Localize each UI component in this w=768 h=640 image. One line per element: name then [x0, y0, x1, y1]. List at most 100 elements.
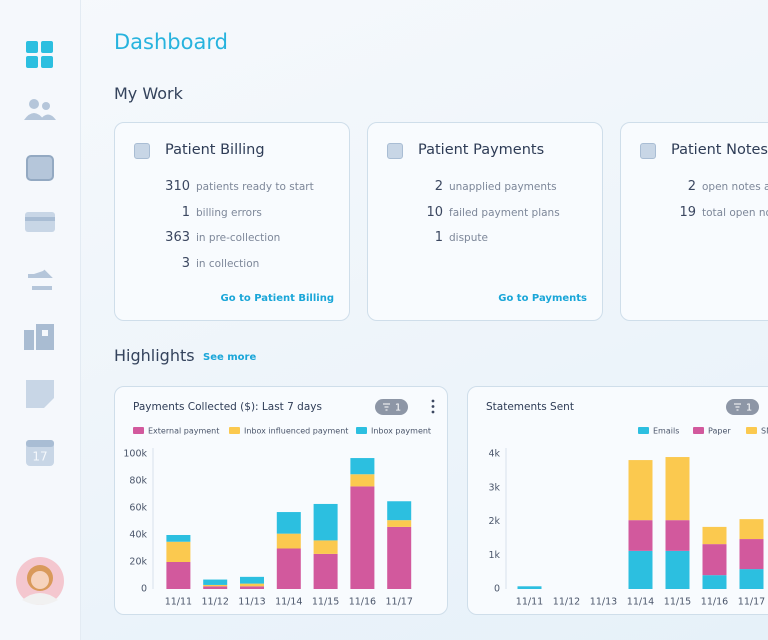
bar-segment: [313, 503, 338, 541]
item-label: total open no: [702, 206, 768, 219]
x-tick-label: 11/17: [738, 597, 765, 608]
item-count: 3: [181, 256, 190, 272]
item-label: in pre-collection: [196, 232, 281, 245]
item-label: in collection: [196, 258, 260, 271]
bar-segment: [517, 586, 542, 589]
bar-segment: [240, 586, 264, 589]
filter-count: 1: [395, 403, 401, 414]
nav-dashboard[interactable]: [26, 41, 53, 68]
x-tick-label: 11/13: [590, 597, 617, 608]
work-card: Patient Notes 2 open notes a 19 total open n…: [620, 122, 768, 321]
bar-segment: [665, 457, 690, 521]
section-title: Highlights: [114, 346, 195, 365]
item-label: failed payment plans: [449, 206, 560, 219]
bar-segment: [166, 535, 191, 542]
nav-patients[interactable]: [24, 99, 56, 120]
bar-segment: [240, 583, 264, 587]
nav-transfers[interactable]: [28, 269, 53, 290]
x-tick-label: 11/15: [664, 597, 691, 608]
bar-segment: [276, 533, 301, 549]
bar-segment: [739, 569, 764, 589]
legend-swatch: [693, 427, 704, 434]
y-tick-label: 100k: [123, 449, 147, 460]
see-more-link[interactable]: See more: [203, 352, 257, 363]
work-card: Patient Payments 2 unapplied payments 10 fai…: [367, 122, 603, 321]
bar-segment: [350, 486, 375, 589]
bar-segment: [702, 575, 727, 589]
item-count: 363: [165, 230, 190, 246]
chart-card: Statements Sent 1 Emails Paper SM 0 1k 2k 3k 4k 11…: [467, 386, 768, 615]
legend-label: Emails: [653, 427, 679, 436]
card-link[interactable]: Go to Payments: [498, 293, 587, 304]
bar-segment: [276, 548, 301, 589]
item-count: 1: [434, 230, 443, 246]
legend-label: Paper: [708, 427, 731, 436]
bar-segment: [276, 512, 301, 534]
x-tick-label: 11/11: [165, 597, 192, 608]
bar-segment: [166, 562, 191, 589]
y-tick-label: 60k: [129, 503, 147, 514]
legend-swatch: [746, 427, 757, 434]
bar-segment: [313, 540, 338, 554]
item-count: 310: [165, 179, 190, 194]
bar-segment: [350, 458, 375, 475]
work-card: Patient Billing 310 patients ready to star…: [114, 122, 350, 321]
bar-segment: [387, 526, 412, 589]
card-title: Patient Notes: [671, 142, 768, 158]
item-label: open notes a: [702, 181, 768, 193]
y-tick-label: 0: [494, 584, 500, 595]
y-tick-label: 80k: [129, 476, 147, 487]
y-tick-label: 20k: [129, 557, 147, 568]
legend-swatch: [638, 427, 649, 434]
legend-swatch: [133, 427, 144, 434]
x-tick-label: 11/12: [202, 597, 229, 608]
menu-dot[interactable]: [431, 399, 435, 403]
menu-dot[interactable]: [431, 405, 435, 408]
bar-segment: [350, 474, 375, 487]
nav-notes[interactable]: [26, 380, 54, 408]
y-tick-label: 40k: [129, 530, 147, 541]
section-title: My Work: [114, 84, 183, 103]
x-tick-label: 11/12: [553, 597, 580, 608]
bar-segment: [739, 519, 764, 540]
bar-segment: [702, 544, 727, 576]
nav-billing[interactable]: [26, 155, 54, 181]
bar-segment: [203, 579, 228, 585]
nav-facility[interactable]: [24, 324, 54, 350]
card-icon: [387, 143, 403, 159]
card-link[interactable]: Go to Patient Billing: [220, 293, 334, 304]
nav-payments[interactable]: [25, 212, 55, 232]
chart: Statements Sent 1 Emails Paper SM 0 1k 2k 3k 4k 11…: [486, 399, 768, 608]
x-tick-label: 11/14: [275, 597, 302, 608]
card-icon: [134, 143, 150, 159]
bar-segment: [203, 584, 228, 587]
menu-dot[interactable]: [431, 410, 435, 414]
x-tick-label: 11/15: [312, 597, 339, 608]
sidebar: 17: [0, 0, 81, 640]
bar-segment: [628, 460, 653, 521]
bar-segment: [628, 520, 653, 551]
legend-label: Inbox payment: [371, 427, 431, 436]
filter-badge[interactable]: [726, 399, 759, 415]
item-label: dispute: [449, 232, 488, 245]
item-count: 2: [687, 179, 696, 194]
card-title: Patient Payments: [418, 142, 545, 158]
x-tick-label: 11/17: [386, 597, 413, 608]
item-count: 2: [434, 179, 443, 194]
filter-badge[interactable]: [375, 399, 408, 415]
chart: Payments Collected ($): Last 7 days 1 Exte…: [123, 399, 435, 608]
legend-label: SM: [761, 427, 768, 436]
y-tick-label: 0: [141, 584, 147, 595]
chart-card: Payments Collected ($): Last 7 days 1 Exte…: [114, 386, 448, 615]
item-label: patients ready to start: [196, 181, 314, 193]
bar-segment: [313, 553, 338, 589]
avatar[interactable]: [16, 557, 64, 605]
card-stripe: [25, 217, 55, 221]
nav-calendar[interactable]: 17: [26, 440, 54, 466]
bar-segment: [665, 520, 690, 551]
card-icon: [640, 143, 656, 159]
x-tick-label: 11/16: [701, 597, 728, 608]
chart-title: Payments Collected ($): Last 7 days: [133, 401, 322, 413]
legend-label: Inbox influenced payment: [244, 427, 348, 436]
